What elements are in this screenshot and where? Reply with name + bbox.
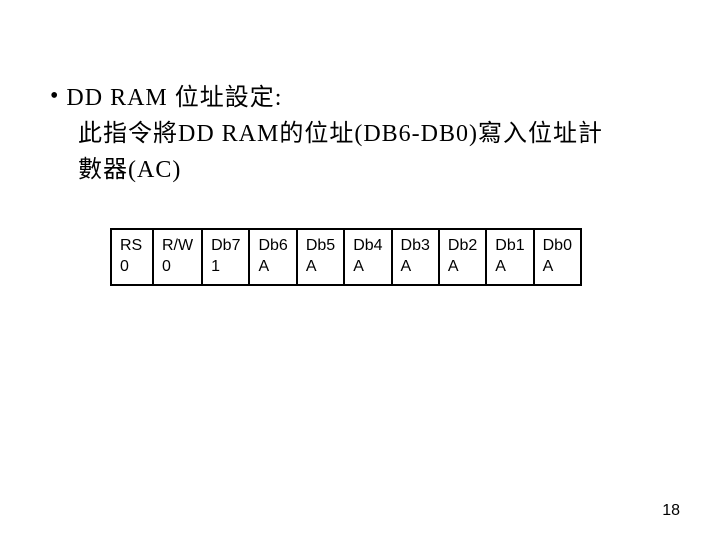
page-number: 18 xyxy=(662,502,680,520)
bullet-glyph: • xyxy=(50,80,58,114)
table-cell: Db0A xyxy=(534,229,581,285)
desc-line-1: 此指令將DD RAM的位址(DB6-DB0)寫入位址計 xyxy=(78,116,670,152)
instruction-table-wrap: RS0 R/W0 Db71 Db6A Db5A Db4A Db3A Db2A D… xyxy=(110,228,670,286)
table-cell: Db5A xyxy=(297,229,344,285)
slide: • DD RAM 位址設定: 此指令將DD RAM的位址(DB6-DB0)寫入位… xyxy=(0,0,720,540)
table-cell: RS0 xyxy=(111,229,153,285)
table-cell: Db1A xyxy=(486,229,533,285)
table-cell: Db6A xyxy=(249,229,296,285)
table-cell: R/W0 xyxy=(153,229,202,285)
table-cell: Db2A xyxy=(439,229,486,285)
table-cell: Db71 xyxy=(202,229,249,285)
instruction-table: RS0 R/W0 Db71 Db6A Db5A Db4A Db3A Db2A D… xyxy=(110,228,582,286)
bullet-item: • DD RAM 位址設定: xyxy=(50,80,670,116)
bullet-title: DD RAM 位址設定: xyxy=(66,80,282,116)
table-cell: Db3A xyxy=(392,229,439,285)
table-cell: Db4A xyxy=(344,229,391,285)
table-row: RS0 R/W0 Db71 Db6A Db5A Db4A Db3A Db2A D… xyxy=(111,229,581,285)
desc-line-2: 數器(AC) xyxy=(78,152,670,188)
